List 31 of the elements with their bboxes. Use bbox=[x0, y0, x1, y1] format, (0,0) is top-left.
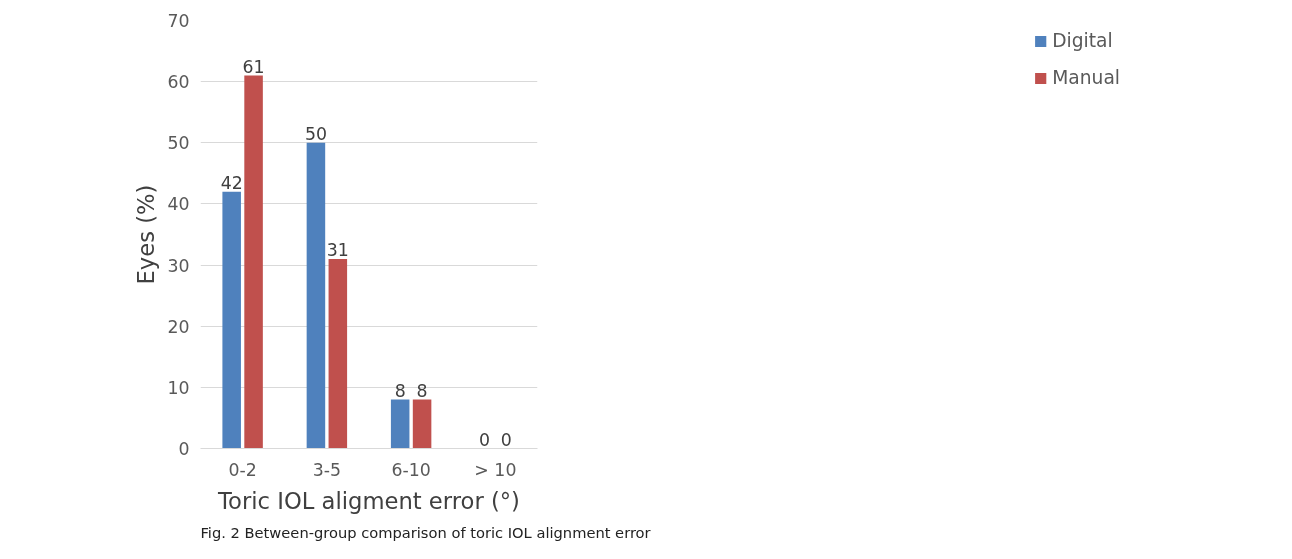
y-tick-label: 30 bbox=[167, 255, 190, 276]
bar bbox=[328, 258, 348, 449]
data-label: 0 bbox=[478, 429, 490, 450]
y-tick-label: 40 bbox=[167, 194, 190, 215]
legend-label: Manual bbox=[1052, 67, 1120, 88]
y-axis-title: Eyes (%) bbox=[133, 184, 160, 285]
data-label: 42 bbox=[220, 172, 243, 193]
bar bbox=[390, 399, 410, 449]
bar bbox=[306, 142, 326, 449]
x-tick-label: 0-2 bbox=[228, 459, 257, 480]
bar bbox=[222, 191, 241, 449]
y-tick-label: 0 bbox=[178, 439, 190, 459]
x-axis-title: Toric IOL aligment error (°) bbox=[217, 487, 520, 514]
data-label: 61 bbox=[242, 56, 265, 77]
y-tick-label: 60 bbox=[167, 72, 190, 93]
data-label: 0 bbox=[500, 429, 512, 450]
data-label: 31 bbox=[326, 239, 349, 260]
x-tick-label: 3-5 bbox=[312, 459, 342, 480]
x-tick-label: > 10 bbox=[474, 459, 517, 480]
y-tick-label: 20 bbox=[167, 316, 190, 337]
y-tick-label: 70 bbox=[167, 11, 190, 31]
data-label: 8 bbox=[394, 380, 406, 401]
bar bbox=[244, 75, 263, 449]
bar bbox=[412, 399, 432, 449]
caption: Fig. 2 Between-group comparison of toric IOL alignment error bbox=[200, 523, 652, 541]
x-tick-label: 6-10 bbox=[391, 459, 431, 480]
y-tick-label: 50 bbox=[167, 133, 190, 154]
legend-label: Digital bbox=[1052, 30, 1113, 51]
data-label: 50 bbox=[304, 123, 327, 144]
y-tick-label: 10 bbox=[167, 377, 190, 398]
data-label: 8 bbox=[416, 380, 428, 401]
